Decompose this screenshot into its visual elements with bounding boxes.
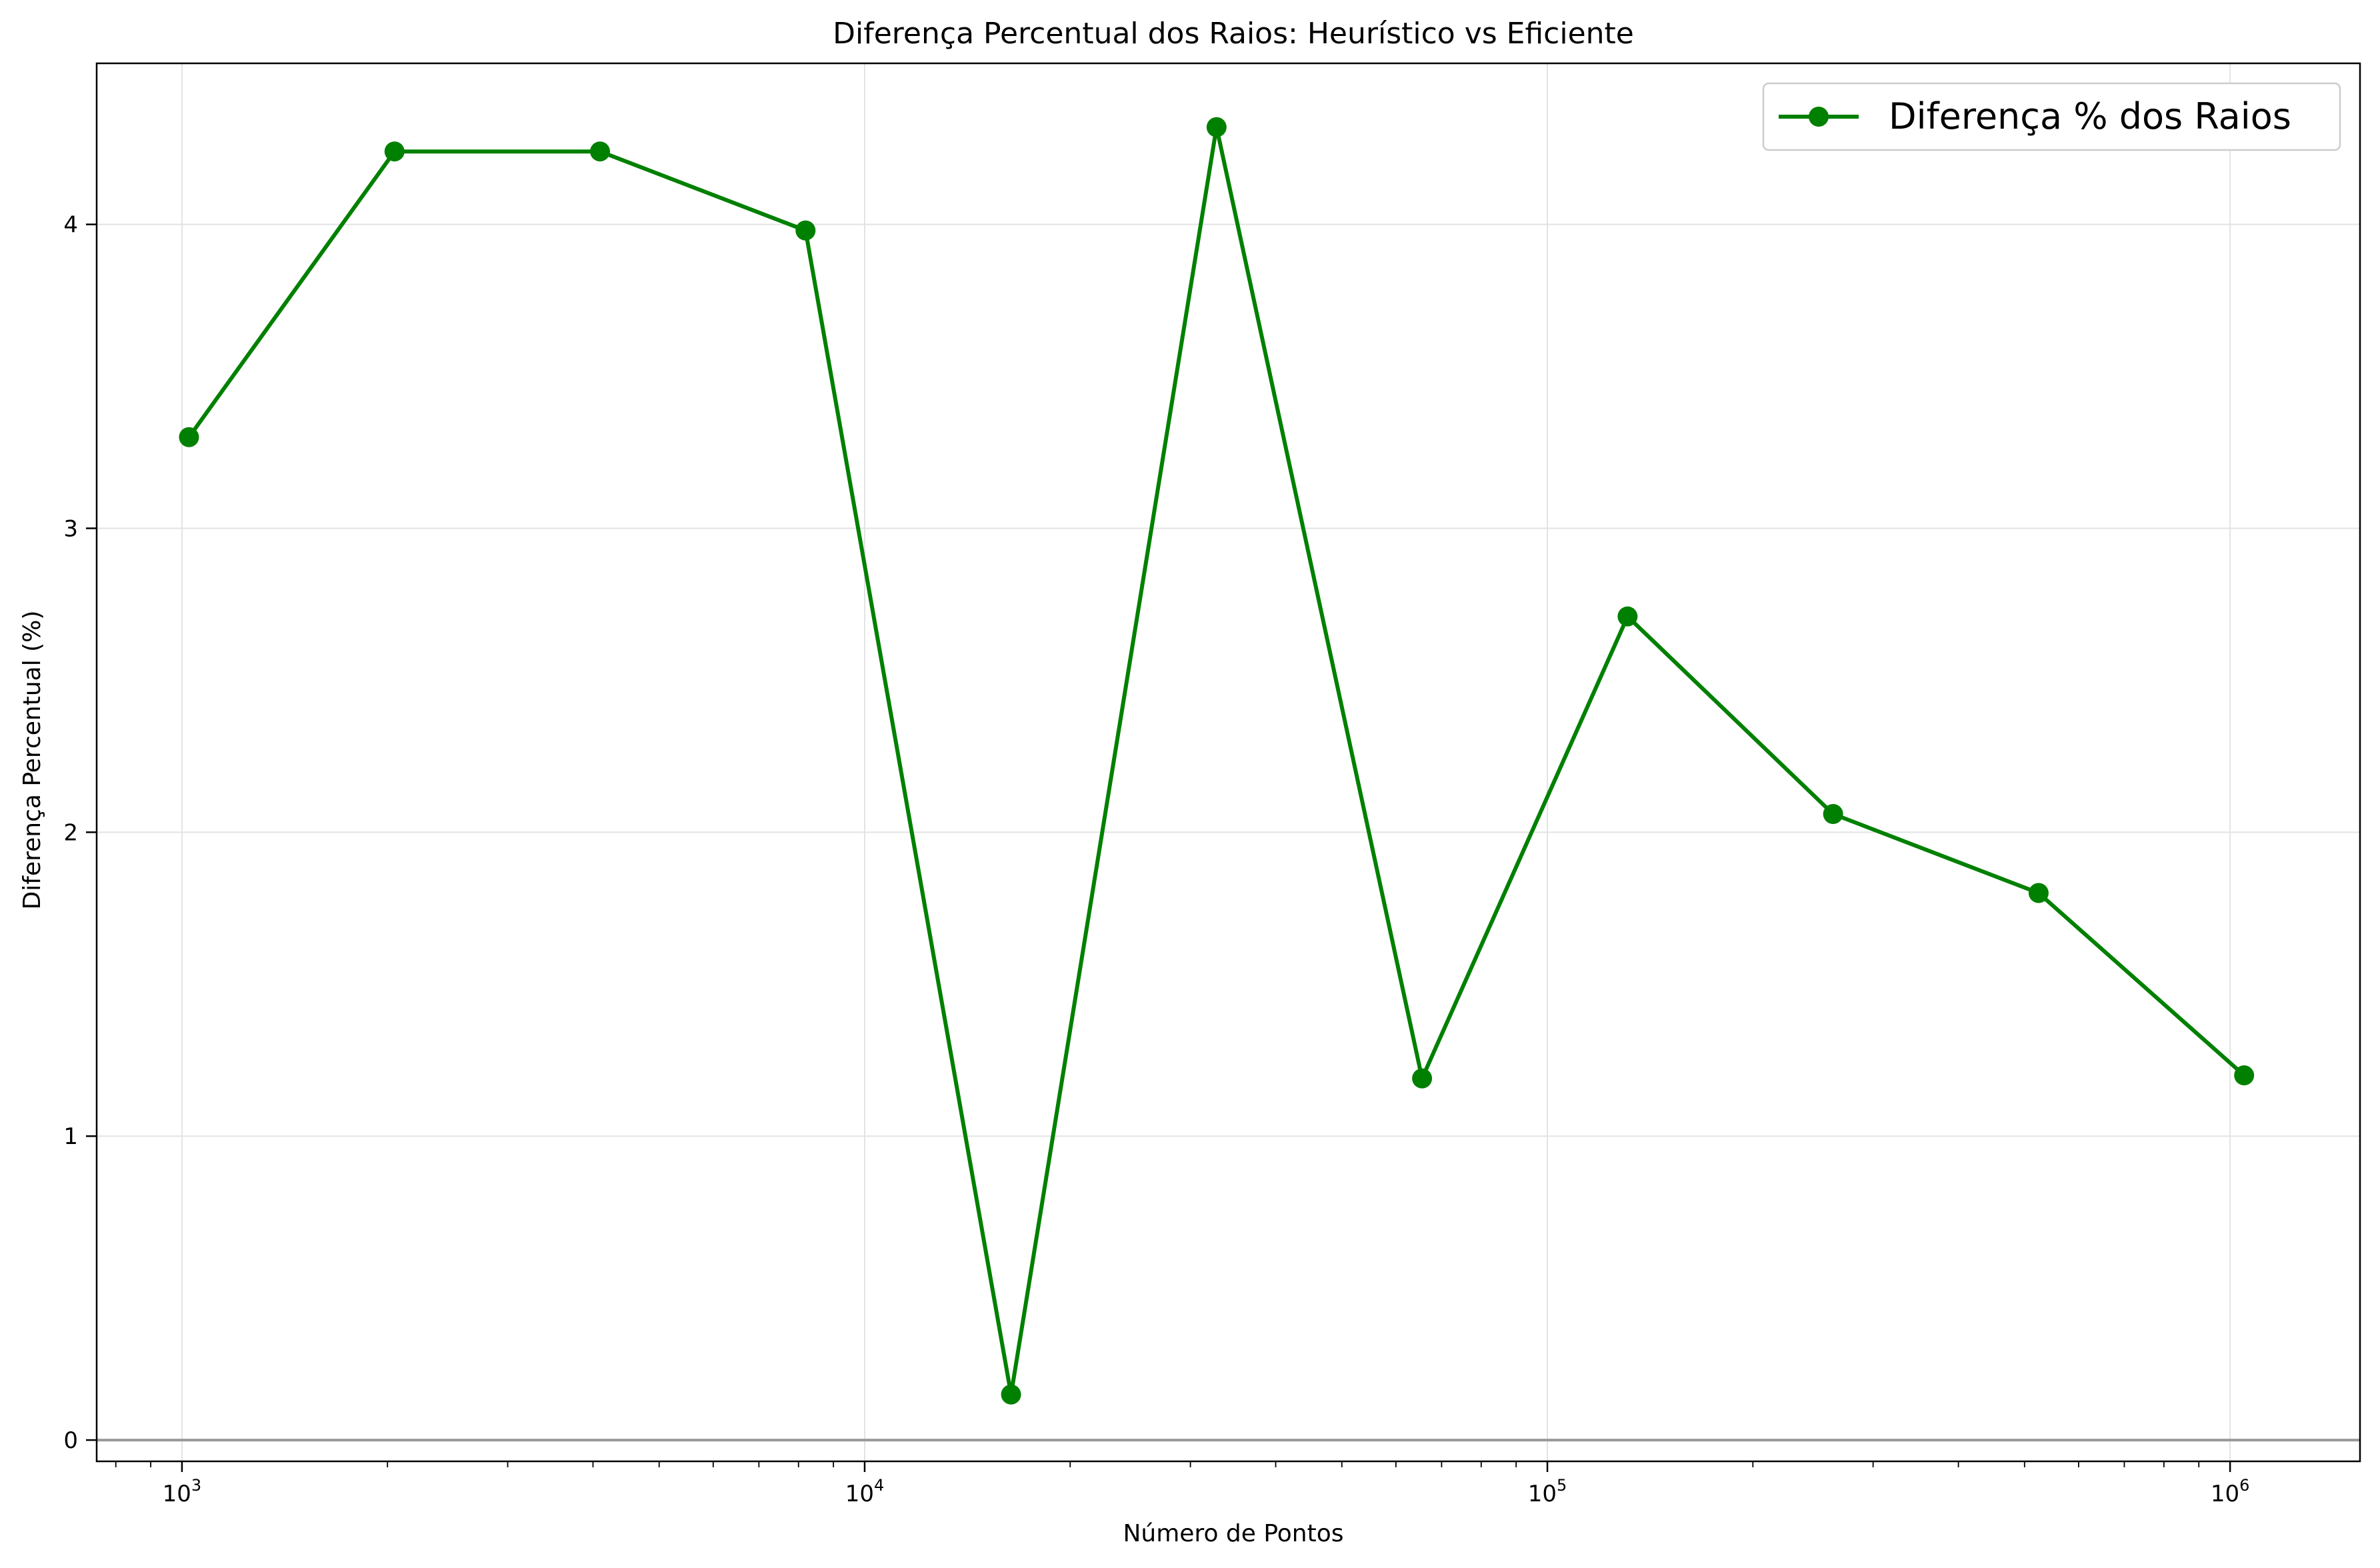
data-point xyxy=(590,141,611,162)
y-axis-title: Diferença Percentual (%) xyxy=(19,611,46,910)
series-layer xyxy=(179,117,2255,1405)
x-tick-label: 104 xyxy=(845,1476,885,1507)
y-tick-label: 0 xyxy=(63,1427,78,1454)
legend-label: Diferença % dos Raios xyxy=(1889,95,2291,137)
data-point xyxy=(384,141,405,162)
data-point xyxy=(1001,1384,1021,1405)
data-point xyxy=(1617,606,1638,627)
legend-marker xyxy=(1809,107,1829,127)
legend-box xyxy=(1762,82,2341,151)
x-tick-label: 103 xyxy=(163,1476,202,1507)
data-point xyxy=(1823,803,1843,824)
data-point xyxy=(2028,883,2049,903)
y-tick-label: 3 xyxy=(63,515,78,542)
data-point xyxy=(1412,1068,1433,1089)
y-tick-label: 4 xyxy=(63,212,78,239)
x-tick-label: 105 xyxy=(1528,1476,1567,1507)
axis-ticks: 103 104 105 106 0 1 2 3 4 xyxy=(63,212,2249,1507)
x-axis-title: Número de Pontos xyxy=(1123,1520,1343,1547)
x-tick-label: 106 xyxy=(2211,1476,2250,1507)
data-point xyxy=(1206,117,1227,137)
data-point xyxy=(795,220,816,241)
legend: Diferença % dos Raios xyxy=(1762,82,2341,151)
plot-frame xyxy=(95,62,2361,1463)
data-point xyxy=(179,427,199,447)
data-point xyxy=(2234,1065,2255,1086)
y-tick-label: 2 xyxy=(63,819,78,846)
y-tick-label: 1 xyxy=(63,1123,78,1150)
chart-title: Diferença Percentual dos Raios: Heurísti… xyxy=(833,17,1634,51)
